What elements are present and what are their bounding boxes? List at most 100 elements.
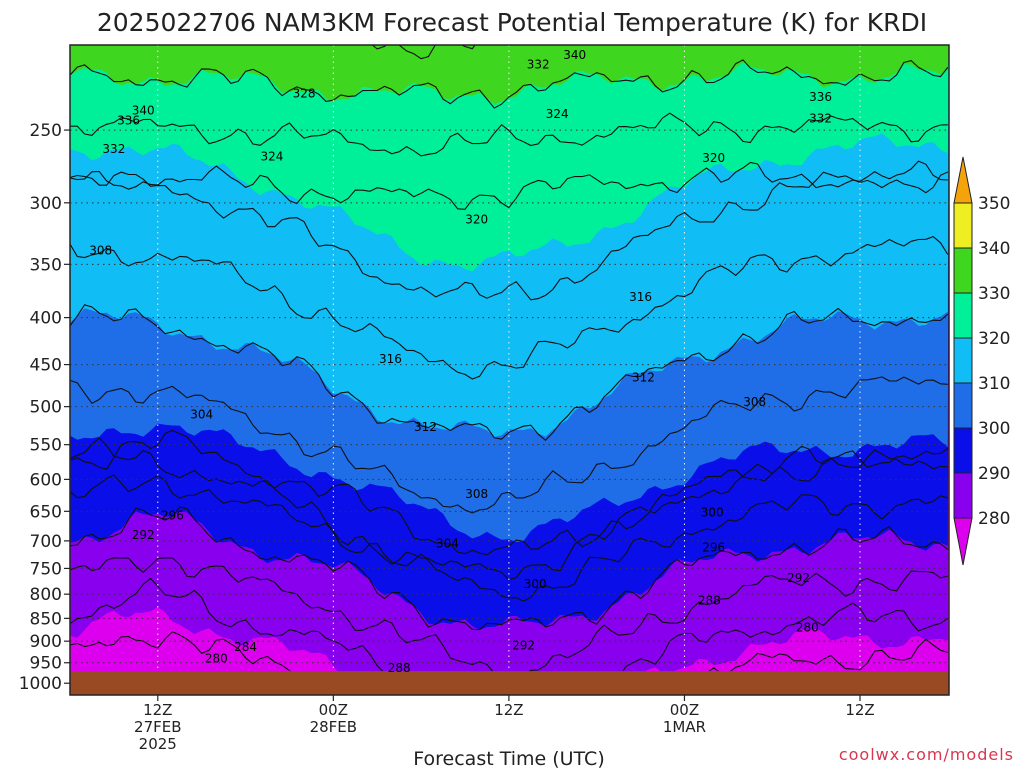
y-tick-label-950: 950: [30, 654, 62, 674]
contour-label: 332: [102, 142, 125, 156]
contour-label: 292: [787, 571, 810, 585]
contour-label: 308: [743, 395, 766, 409]
contour-label: 320: [702, 151, 725, 165]
x-tick-label-0-2: 2025: [139, 735, 177, 753]
x-tick-label-2-0: 12Z: [494, 701, 523, 719]
contour-326: [70, 112, 948, 157]
y-axis: 250 300 350 400 450 500 550 600 650 700 750 800 850 9…: [19, 121, 70, 694]
contour-330: [70, 59, 949, 109]
y-tick-label-300: 300: [30, 194, 62, 214]
colorbar-label-340: 340: [978, 239, 1010, 259]
contour-310: [70, 304, 949, 442]
contour-label: 340: [132, 103, 155, 117]
colorbar-label-280: 280: [978, 509, 1010, 529]
y-tick-label-500: 500: [30, 398, 62, 418]
band-above-320: [70, 45, 949, 272]
contour-label: 292: [132, 528, 155, 542]
colorbar-top-arrow: [953, 156, 973, 204]
contour-labels: 3403323283403363323243243203363323203083…: [89, 48, 832, 675]
colorbar-segment: [953, 202, 973, 249]
contour-306: [70, 376, 948, 514]
y-tick-label-850: 850: [30, 609, 62, 629]
y-tick-label-400: 400: [30, 309, 62, 329]
colorbar-segment: [953, 427, 973, 474]
contour-label: 308: [89, 243, 112, 257]
contour-338: [70, 0, 948, 1]
x-axis-label: Forecast Time (UTC): [413, 748, 604, 768]
y-tick-label-650: 650: [30, 502, 62, 522]
contour-label: 324: [260, 149, 283, 163]
contour-290: [70, 506, 949, 631]
temperature-bands: [70, 45, 949, 695]
colorbar-segment: [953, 382, 973, 429]
contour-label: 288: [388, 661, 411, 675]
colorbar-segment: [953, 337, 973, 384]
contour-label: 300: [701, 506, 724, 520]
band-above-330: [70, 45, 949, 105]
y-tick-label-1000: 1000: [19, 674, 62, 694]
y-tick-label-900: 900: [30, 632, 62, 652]
colorbar-label-310: 310: [978, 374, 1010, 394]
colorbar-label-300: 300: [978, 419, 1010, 439]
contour-314: [70, 235, 949, 380]
plot-area: 3403323283403363323243243203363323203083…: [70, 0, 949, 695]
contour-label: 296: [161, 509, 184, 523]
contour-label: 336: [117, 113, 140, 127]
contour-294: [70, 474, 948, 602]
contour-322: [70, 160, 948, 210]
contour-label: 300: [524, 577, 547, 591]
colorbar-segment: [953, 247, 973, 294]
contour-label: 304: [190, 408, 213, 422]
y-tick-label-250: 250: [30, 121, 62, 141]
colorbar-segment: [953, 292, 973, 339]
y-tick-label-550: 550: [30, 436, 62, 456]
x-tick-label-1-0: 00Z: [319, 701, 348, 719]
y-tick-label-700: 700: [30, 532, 62, 552]
colorbar-label-320: 320: [978, 329, 1010, 349]
x-tick-label-4-0: 12Z: [845, 701, 874, 719]
x-tick-label-0-0: 12Z: [143, 701, 172, 719]
contour-label: 280: [796, 621, 819, 635]
contour-label: 324: [546, 107, 569, 121]
contour-label: 312: [632, 371, 655, 385]
contour-318: [70, 171, 949, 301]
contour-label: 312: [414, 420, 437, 434]
colorbar-label-350: 350: [978, 194, 1010, 214]
chart-title: 2025022706 NAM3KM Forecast Potential Tem…: [97, 8, 927, 37]
y-tick-label-450: 450: [30, 356, 62, 376]
colorbar-segment: [953, 472, 973, 519]
contour-label: 304: [436, 537, 459, 551]
colorbar-bottom-arrow: [953, 517, 973, 566]
colorbar-label-290: 290: [978, 464, 1010, 484]
contour-label: 280: [205, 652, 228, 666]
contour-label: 284: [234, 640, 257, 654]
contour-label: 292: [512, 639, 535, 653]
y-tick-label-800: 800: [30, 585, 62, 605]
contour-label: 328: [293, 86, 316, 100]
y-tick-label-750: 750: [30, 559, 62, 579]
contour-282: [70, 577, 949, 695]
x-tick-label-3-0: 00Z: [670, 701, 699, 719]
colorbar-label-330: 330: [978, 284, 1010, 304]
y-tick-label-350: 350: [30, 255, 62, 275]
contour-label: 308: [465, 487, 488, 501]
colorbar: 280 290 300 310 320 330 340 350: [953, 156, 1010, 566]
contour-label: 332: [809, 112, 832, 126]
x-tick-label-1-1: 28FEB: [310, 718, 357, 736]
contour-label: 332: [527, 57, 550, 71]
contour-278: [70, 631, 948, 695]
x-tick-label-3-1: 1MAR: [663, 718, 706, 736]
ground-surface: [70, 671, 949, 695]
contour-label: 320: [465, 213, 488, 227]
contour-label: 316: [379, 352, 402, 366]
contour-lines: [70, 0, 949, 695]
contour-label: 316: [629, 290, 652, 304]
contour-label: 340: [563, 48, 586, 62]
y-tick-label-600: 600: [30, 470, 62, 490]
contour-label: 296: [702, 541, 725, 555]
x-tick-label-0-1: 27FEB: [134, 718, 181, 736]
contour-label: 336: [809, 90, 832, 104]
contour-label: 288: [698, 594, 721, 608]
